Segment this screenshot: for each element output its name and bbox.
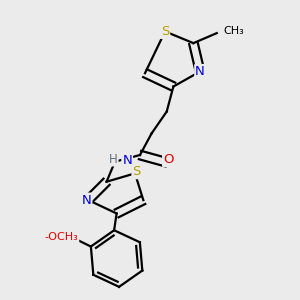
Text: CH₃: CH₃ — [224, 26, 244, 36]
Text: S: S — [133, 165, 141, 178]
Text: S: S — [161, 25, 169, 38]
Text: N: N — [122, 154, 132, 167]
Text: -OCH₃: -OCH₃ — [45, 232, 78, 242]
Text: H: H — [109, 152, 118, 166]
Text: N: N — [195, 65, 205, 78]
Text: O: O — [163, 153, 174, 166]
Text: N: N — [82, 194, 92, 207]
